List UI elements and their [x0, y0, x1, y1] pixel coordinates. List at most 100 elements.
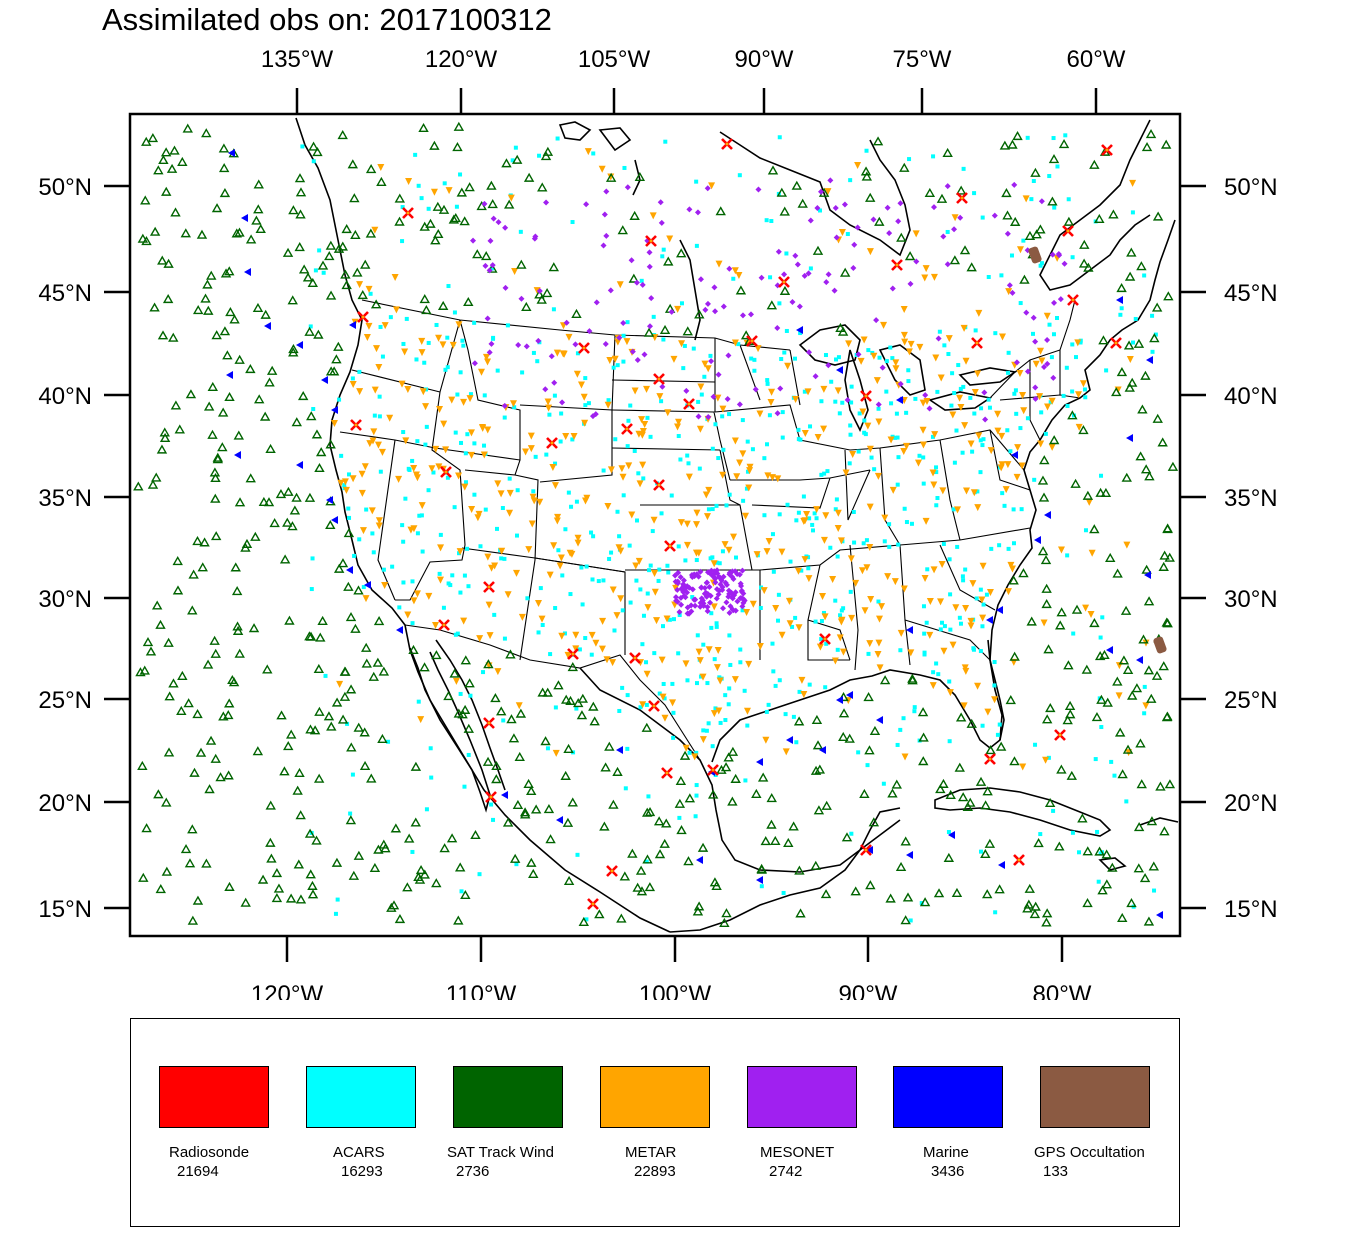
- acars-marker: [785, 502, 790, 507]
- mesonet-marker: [1006, 282, 1013, 289]
- sat-wind-marker: [314, 706, 325, 716]
- acars-marker: [807, 516, 812, 521]
- acars-marker: [766, 702, 771, 707]
- metar-marker: [945, 335, 953, 343]
- sat-wind-marker: [234, 227, 245, 237]
- sat-wind-marker: [359, 727, 370, 737]
- sat-wind-marker: [201, 858, 212, 868]
- acars-marker: [661, 624, 666, 629]
- sat-wind-marker: [756, 863, 767, 873]
- acars-marker: [714, 624, 719, 629]
- sat-wind-marker: [865, 880, 876, 890]
- sat-wind-marker: [306, 411, 317, 421]
- acars-marker: [694, 558, 699, 563]
- marine-marker: [986, 616, 993, 624]
- acars-marker: [445, 335, 450, 340]
- sat-wind-marker: [153, 789, 164, 799]
- metar-marker: [378, 448, 386, 456]
- metar-marker: [691, 753, 699, 761]
- metar-marker: [460, 398, 468, 406]
- metar-marker: [566, 549, 574, 557]
- acars-marker: [765, 442, 770, 447]
- metar-marker: [762, 736, 770, 744]
- acars-marker: [779, 357, 784, 362]
- metar-marker: [498, 547, 506, 555]
- sat-wind-marker: [223, 770, 234, 780]
- metar-marker: [432, 445, 440, 453]
- acars-marker: [400, 239, 405, 244]
- acars-marker: [771, 669, 776, 674]
- mesonet-marker: [658, 219, 665, 226]
- acars-marker: [583, 403, 588, 408]
- mesonet-marker: [850, 264, 857, 271]
- mesonet-marker: [719, 605, 726, 612]
- sat-wind-marker: [419, 294, 430, 304]
- metar-marker: [874, 472, 882, 480]
- metar-marker: [962, 604, 970, 612]
- sat-wind-marker: [456, 187, 467, 197]
- mesonet-marker: [523, 343, 530, 350]
- acars-marker: [887, 522, 892, 527]
- acars-marker: [428, 746, 433, 751]
- sat-wind-marker: [820, 889, 832, 899]
- acars-marker: [401, 430, 406, 435]
- acars-marker: [410, 621, 415, 626]
- acars-marker: [612, 628, 617, 633]
- metar-marker: [674, 305, 682, 313]
- metar-marker: [529, 493, 537, 501]
- acars-marker: [968, 395, 973, 400]
- acars-marker: [372, 413, 377, 418]
- acars-marker: [912, 705, 917, 710]
- sat-wind-marker: [202, 279, 213, 289]
- metar-marker: [1048, 397, 1056, 405]
- acars-marker: [1021, 238, 1026, 243]
- sat-wind-marker: [437, 300, 449, 310]
- mesonet-marker: [706, 584, 713, 591]
- sat-wind-marker: [608, 799, 619, 809]
- acars-marker: [856, 449, 861, 454]
- metar-marker: [785, 597, 793, 605]
- metar-marker: [859, 408, 867, 416]
- sat-wind-marker: [353, 722, 364, 732]
- sat-wind-marker: [720, 762, 732, 772]
- sat-wind-marker: [159, 432, 171, 443]
- left-tick-label: 20°N: [38, 790, 92, 817]
- metar-marker: [921, 574, 929, 582]
- sat-wind-marker: [209, 635, 220, 645]
- mesonet-marker: [676, 608, 683, 615]
- sat-wind-marker: [163, 637, 174, 647]
- sat-wind-marker: [1081, 664, 1093, 674]
- sat-wind-marker: [942, 147, 953, 158]
- acars-marker: [538, 586, 543, 591]
- sat-wind-marker: [791, 180, 803, 190]
- metar-marker: [482, 353, 490, 361]
- metar-marker: [753, 551, 761, 559]
- metar-marker: [613, 612, 621, 620]
- metar-marker: [644, 604, 652, 612]
- acars-marker: [866, 348, 871, 353]
- sat-wind-marker: [187, 915, 199, 925]
- mesonet-marker: [697, 568, 704, 575]
- acars-marker: [350, 772, 355, 777]
- acars-marker: [426, 488, 431, 493]
- acars-marker: [993, 331, 998, 336]
- mesonet-marker: [801, 272, 808, 279]
- sat-wind-marker: [288, 343, 299, 354]
- acars-marker: [551, 307, 556, 312]
- metar-marker: [994, 427, 1002, 435]
- acars-marker: [547, 412, 552, 417]
- acars-marker: [931, 670, 936, 675]
- acars-marker: [884, 389, 889, 394]
- marine-marker: [264, 322, 271, 330]
- mesonet-marker: [647, 323, 654, 330]
- bottom-tick-label: 110°W: [446, 981, 517, 1000]
- metar-marker: [486, 632, 494, 640]
- mesonet-marker: [870, 216, 877, 223]
- metar-marker: [580, 393, 588, 401]
- metar-marker: [949, 411, 957, 419]
- acars-marker: [699, 392, 704, 397]
- sat-wind-marker: [157, 330, 169, 340]
- metar-marker: [731, 437, 739, 445]
- metar-marker: [359, 527, 367, 535]
- sat-wind-marker: [751, 788, 762, 798]
